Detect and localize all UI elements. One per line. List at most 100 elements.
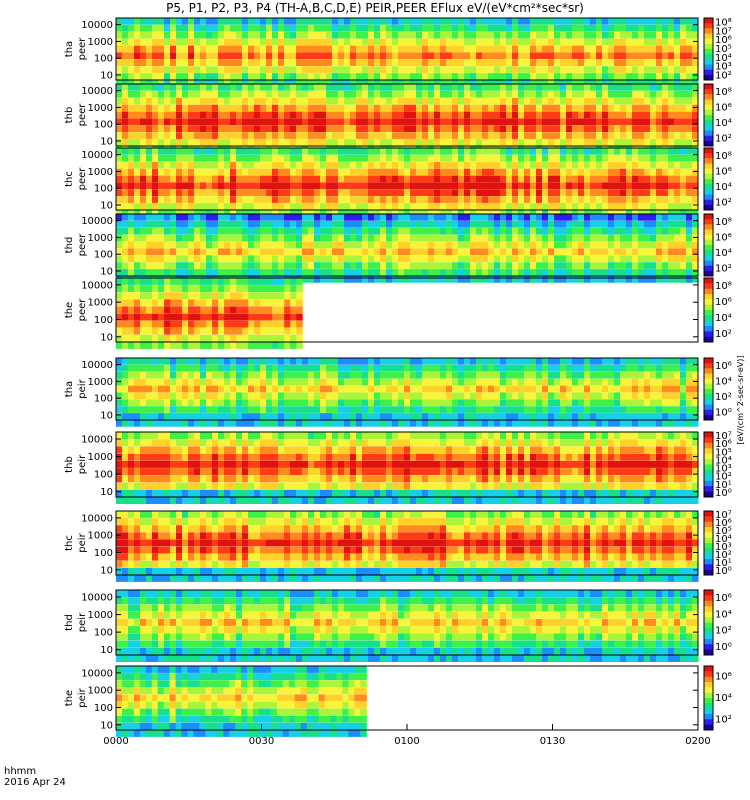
spectrogram-cell — [206, 148, 213, 155]
spectrogram-cell — [152, 84, 159, 91]
spectrogram-cell — [344, 182, 351, 190]
spectrogram-cell — [248, 327, 255, 335]
spectrogram-cell — [632, 241, 639, 249]
spectrogram-cell — [368, 59, 375, 66]
spectrogram-cell — [146, 313, 153, 321]
spectrogram-cell — [272, 406, 279, 413]
spectrogram-cell — [314, 84, 321, 91]
spectrogram-cell — [518, 248, 525, 256]
spectrogram-cell — [146, 320, 153, 328]
spectrogram-cell — [152, 18, 159, 25]
spectrogram-cell — [632, 66, 639, 73]
spectrogram-cell — [530, 84, 537, 91]
spectrogram-cell — [176, 378, 183, 386]
spectrogram-cell — [398, 262, 405, 269]
spectrogram-cell — [482, 262, 489, 269]
spectrogram-cell — [368, 52, 375, 60]
spectrogram-cell — [662, 210, 669, 217]
spectrogram-cell — [554, 175, 561, 183]
spectrogram-cell — [314, 125, 321, 132]
spectrogram-cell — [116, 306, 123, 314]
spectrogram-cell — [644, 203, 651, 210]
spectrogram-cell — [674, 189, 681, 196]
spectrogram-cell — [128, 406, 135, 413]
spectrogram-cell — [404, 66, 411, 73]
spectrogram-cell — [542, 154, 549, 162]
spectrogram-cell — [182, 234, 189, 242]
spectrogram-cell — [176, 139, 183, 146]
spectrogram-cell — [662, 276, 669, 283]
spectrogram-cell — [656, 214, 663, 221]
spectrogram-cell — [488, 248, 495, 256]
spectrogram-cell — [308, 399, 315, 406]
spectrogram-cell — [206, 196, 213, 203]
spectrogram-cell — [122, 24, 129, 32]
spectrogram-cell — [242, 306, 249, 314]
spectrogram-cell — [596, 154, 603, 162]
spectrogram-cell — [554, 189, 561, 196]
spectrogram-cell — [140, 327, 147, 335]
spectrogram-cell — [476, 227, 483, 235]
spectrogram-cell — [524, 52, 531, 60]
spectrogram-cell — [146, 189, 153, 196]
spectrogram-cell — [674, 182, 681, 190]
colorbar-segment — [704, 64, 713, 68]
spectrogram-cell — [278, 420, 285, 427]
spectrogram-cell — [404, 132, 411, 139]
spectrogram-cell — [656, 31, 663, 39]
spectrogram-cell — [560, 269, 567, 276]
spectrogram-cell — [668, 148, 675, 155]
spectrogram-cell — [140, 364, 147, 372]
spectrogram-cell — [542, 210, 549, 217]
spectrogram-cell — [122, 80, 129, 87]
spectrogram-cell — [182, 90, 189, 98]
spectrogram-cell — [200, 31, 207, 39]
spectrogram-cell — [632, 18, 639, 25]
spectrogram-cell — [278, 342, 285, 349]
spectrogram-cell — [188, 125, 195, 132]
spectrogram-cell — [224, 66, 231, 73]
spectrogram-cell — [512, 241, 519, 249]
spectrogram-cell — [182, 125, 189, 132]
spectrogram-cell — [416, 220, 423, 228]
spectrogram-cell — [650, 161, 657, 169]
spectrogram-cell — [416, 214, 423, 221]
spectrogram-cell — [230, 118, 237, 126]
spectrogram-cell — [590, 203, 597, 210]
spectrogram-cell — [662, 18, 669, 25]
spectrogram-cell — [380, 161, 387, 169]
spectrogram-cell — [266, 385, 273, 393]
spectrogram-cell — [620, 90, 627, 98]
spectrogram-cell — [422, 210, 429, 217]
spectrogram-cell — [458, 248, 465, 256]
spectrogram-cell — [284, 399, 291, 406]
spectrogram-cell — [122, 358, 129, 365]
spectrogram-cell — [158, 52, 165, 60]
spectrogram-cell — [176, 358, 183, 365]
spectrogram-cell — [554, 148, 561, 155]
spectrogram-cell — [236, 189, 243, 196]
spectrogram-cell — [488, 196, 495, 203]
spectrogram-cell — [260, 18, 267, 25]
spectrogram-cell — [248, 104, 255, 112]
spectrogram-cell — [422, 385, 429, 393]
spectrogram-cell — [248, 399, 255, 406]
spectrogram-cell — [548, 168, 555, 176]
spectrogram-cell — [476, 168, 483, 176]
spectrogram-cell — [116, 364, 123, 372]
spectrogram-cell — [236, 168, 243, 176]
spectrogram-cell — [320, 399, 327, 406]
spectrogram-cell — [374, 97, 381, 105]
spectrogram-cell — [674, 210, 681, 217]
spectrogram-cell — [368, 80, 375, 87]
spectrogram-cell — [410, 111, 417, 119]
spectrogram-cell — [230, 378, 237, 386]
spectrogram-cell — [404, 111, 411, 119]
spectrogram-cell — [548, 182, 555, 190]
spectrogram-cell — [302, 378, 309, 386]
spectrogram-cell — [194, 420, 201, 427]
spectrogram-cell — [458, 189, 465, 196]
spectrogram-cell — [230, 132, 237, 139]
spectrogram-cell — [170, 18, 177, 25]
spectrogram-cell — [404, 148, 411, 155]
